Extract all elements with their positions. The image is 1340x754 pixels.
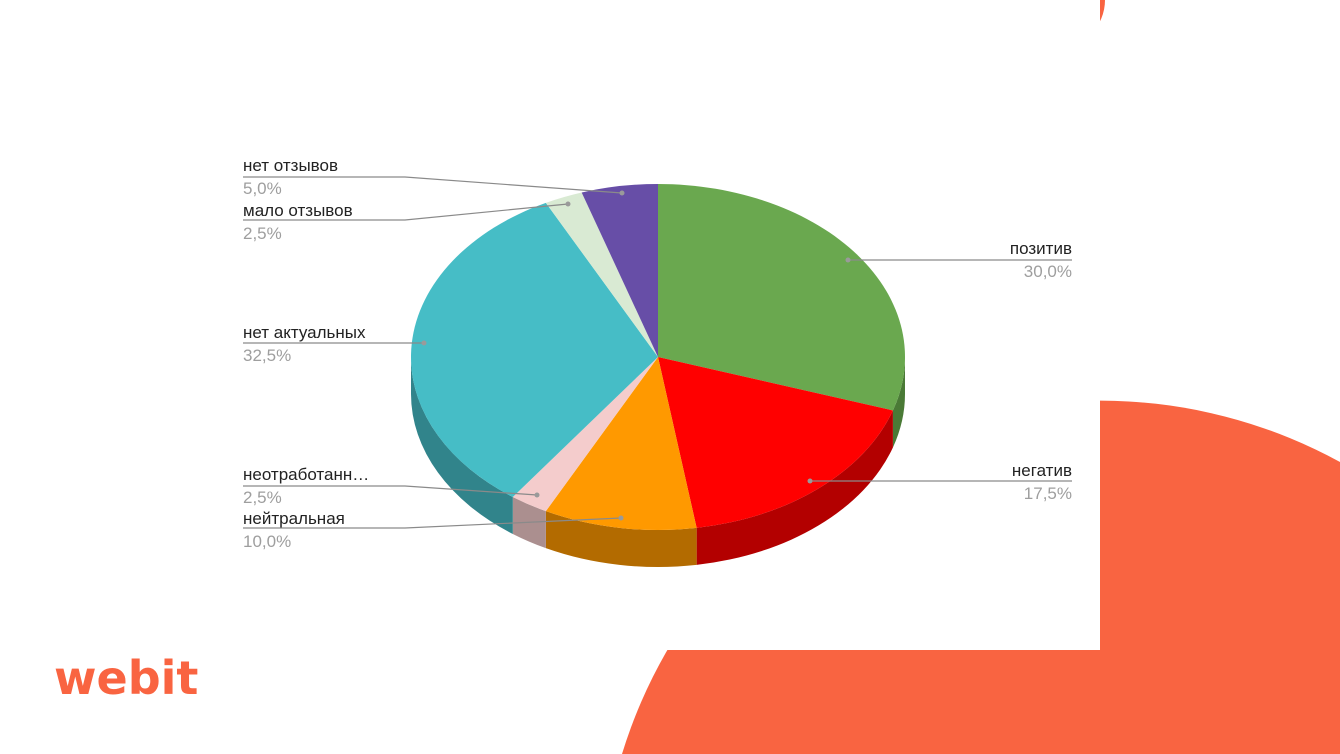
pct-negative: 17,5% xyxy=(1024,484,1072,503)
slice-3 xyxy=(512,357,658,512)
pct-no-actual: 32,5% xyxy=(243,346,291,365)
leader-line-2 xyxy=(243,517,622,529)
leader-dot-5 xyxy=(565,201,571,207)
leader-dot-0 xyxy=(845,257,851,263)
label-positive: позитив xyxy=(1010,239,1072,258)
slice-0 xyxy=(658,184,905,411)
leader-line-3 xyxy=(243,485,538,496)
labels: позитив 30,0% негатив 17,5% нейтральная … xyxy=(243,156,1072,551)
label-negative: негатив xyxy=(1012,461,1072,480)
leader-dot-6 xyxy=(619,190,625,196)
leader-dot-1 xyxy=(807,478,813,484)
slice-side-0 xyxy=(892,357,905,448)
webit-logo: webit xyxy=(54,651,199,705)
slice-4 xyxy=(410,202,658,497)
pct-few-reviews: 2,5% xyxy=(243,224,282,243)
leader-dot-2 xyxy=(618,515,624,521)
slice-side-2 xyxy=(545,511,697,567)
label-unprocessed: неотработанн… xyxy=(243,465,369,484)
label-no-actual: нет актуальных xyxy=(243,323,366,342)
pct-neutral: 10,0% xyxy=(243,532,291,551)
leader-dot-4 xyxy=(421,340,427,346)
slice-side-4 xyxy=(411,357,513,534)
slice-1 xyxy=(658,357,893,528)
pct-unprocessed: 2,5% xyxy=(243,488,282,507)
slice-side-1 xyxy=(696,410,893,565)
label-few-reviews: мало отзывов xyxy=(243,201,353,220)
label-no-reviews: нет отзывов xyxy=(243,156,338,175)
slice-5 xyxy=(545,192,658,357)
slice-2 xyxy=(545,357,697,530)
leader-line-6 xyxy=(243,176,623,194)
leader-line-5 xyxy=(243,203,569,221)
pie-chart xyxy=(410,184,905,567)
pct-positive: 30,0% xyxy=(1024,262,1072,281)
label-neutral: нейтральная xyxy=(243,509,345,528)
pct-no-reviews: 5,0% xyxy=(243,179,282,198)
leader-dot-3 xyxy=(534,492,540,498)
slice-6 xyxy=(581,184,658,357)
leader-lines xyxy=(243,176,1072,529)
